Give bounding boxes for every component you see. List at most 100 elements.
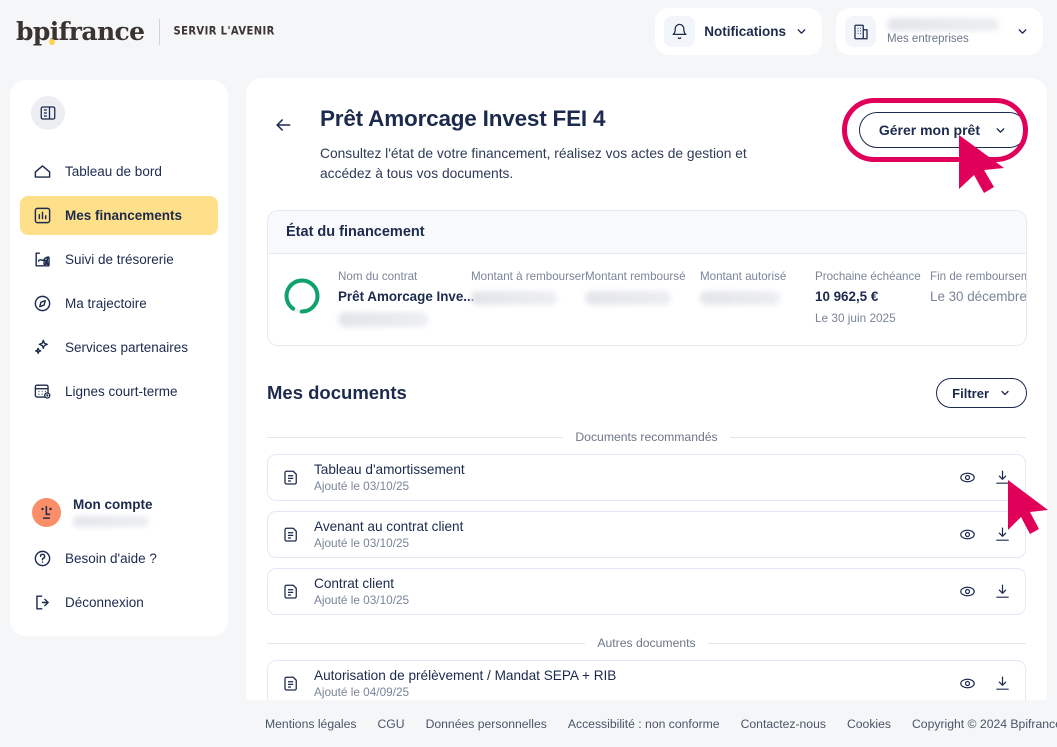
sidebar-item-lignes-court-terme[interactable]: Lignes court-terme: [20, 372, 218, 411]
document-date: Ajouté le 03/10/25: [314, 479, 410, 493]
footer-link-accessibilite[interactable]: Accessibilité : non conforme: [567, 716, 720, 731]
document-date: Ajouté le 03/10/25: [314, 593, 410, 607]
financing-col-value: Prêt Amorcage Inve...: [338, 289, 475, 304]
footer: Mentions légales CGU Données personnelle…: [246, 700, 1057, 747]
bpifrance-logo: bpifrance: [16, 17, 145, 46]
divider-line: [707, 642, 1027, 644]
sidebar-item-label: Tableau de bord: [65, 164, 162, 179]
table-row[interactable]: Contrat client Ajouté le 03/10/25: [267, 568, 1026, 615]
footer-link-donnees-personnelles[interactable]: Données personnelles: [425, 716, 547, 731]
sidebar-item-label: Déconnexion: [65, 594, 144, 610]
sidebar-item-ma-trajectoire[interactable]: Ma trajectoire: [20, 284, 218, 323]
documents-group-divider: Autres documents: [267, 636, 1027, 650]
financing-col-value: Le 30 décembre 2025: [930, 289, 1027, 304]
home-icon: [32, 162, 52, 182]
download-icon[interactable]: [994, 469, 1011, 486]
documents-group-divider: Documents recommandés: [267, 430, 1026, 444]
table-row[interactable]: Tableau d'amortissement Ajouté le 03/10/…: [267, 454, 1026, 501]
page-header: Prêt Amorcage Invest FEI 4 Consultez l'é…: [246, 78, 1047, 184]
table-row[interactable]: Autorisation de prélèvement / Mandat SEP…: [267, 660, 1026, 700]
building-icon: [845, 16, 876, 47]
documents-header: Mes documents Filtrer: [267, 378, 1027, 408]
sidebar-nav: Tableau de bord Mes financements: [20, 152, 218, 411]
download-icon[interactable]: [994, 526, 1011, 543]
sidebar-item-besoin-daide[interactable]: Besoin d'aide ?: [20, 538, 218, 578]
sidebar-item-services-partenaires[interactable]: Services partenaires: [20, 328, 218, 367]
financing-col-montant-rembourse: Montant remboursé: [569, 270, 686, 305]
financing-col-value-masked: [471, 291, 557, 305]
sidebar-item-label: Suivi de trésorerie: [65, 252, 174, 267]
financing-card-title: État du financement: [268, 211, 1026, 254]
account-text: Mon compte: [73, 497, 153, 527]
divider-line: [729, 436, 1026, 438]
sidebar-toggle-button[interactable]: [31, 96, 65, 130]
sidebar-item-label: Mes financements: [65, 208, 183, 223]
page-header-text: Prêt Amorcage Invest FEI 4 Consultez l'é…: [320, 106, 859, 184]
chevron-down-icon: [1016, 25, 1029, 38]
financing-col-label: Fin de remboursement: [930, 270, 1026, 283]
company-selector[interactable]: Mes entreprises: [836, 8, 1043, 55]
sidebar-item-label: Lignes court-terme: [65, 384, 178, 399]
logo-dot: [49, 39, 55, 45]
treasury-icon: [32, 250, 52, 270]
sidebar-footer: Mon compte Besoin d'aide ? Déconnexion: [20, 490, 218, 622]
table-row[interactable]: Avenant au contrat client Ajouté le 03/1…: [267, 511, 1026, 558]
filter-button[interactable]: Filtrer: [936, 378, 1027, 408]
sidebar-item-deconnexion[interactable]: Déconnexion: [20, 582, 218, 622]
chevron-down-icon: [1001, 390, 1009, 396]
document-actions: [959, 583, 1011, 600]
download-icon[interactable]: [994, 675, 1011, 692]
download-icon[interactable]: [994, 583, 1011, 600]
document-text: Contrat client Ajouté le 03/10/25: [314, 576, 959, 607]
top-bar-actions: Notifications Mes entreprises: [655, 8, 1043, 55]
document-actions: [959, 469, 1011, 486]
chart-bars-icon: [32, 206, 52, 226]
document-icon: [282, 675, 301, 693]
top-bar: bpifrance SERVIR L'AVENIR Notifications: [0, 0, 1057, 63]
financing-col-label: Montant remboursé: [585, 270, 686, 283]
filter-label: Filtrer: [952, 385, 989, 401]
manage-loan-wrapper: Gérer mon prêt: [841, 98, 1028, 184]
eye-icon[interactable]: [959, 526, 976, 543]
compass-icon: [32, 294, 52, 314]
brand[interactable]: bpifrance SERVIR L'AVENIR: [16, 17, 275, 46]
document-name: Avenant au contrat client: [314, 519, 464, 534]
notifications-button[interactable]: Notifications: [655, 8, 822, 55]
sidebar-item-label: Besoin d'aide ?: [65, 550, 157, 566]
financing-col-label: Nom du contrat: [338, 270, 418, 283]
footer-link-contactez-nous[interactable]: Contactez-nous: [740, 716, 826, 731]
brand-divider: [158, 18, 160, 45]
sidebar-item-tableau-de-bord[interactable]: Tableau de bord: [20, 152, 218, 191]
sidebar-item-mes-financements[interactable]: Mes financements: [20, 196, 218, 235]
company-name-masked: [887, 18, 999, 31]
financing-col-prochaine-echeance: Prochaine échéance 10 962,5 € Le 30 juin…: [799, 270, 921, 325]
eye-icon[interactable]: [959, 675, 976, 692]
eye-icon[interactable]: [959, 583, 976, 600]
financing-col-sub-masked: [338, 312, 428, 327]
notifications-label: Notifications: [704, 24, 786, 39]
financing-col-label: Montant autorisé: [700, 270, 787, 283]
document-icon: [282, 526, 301, 544]
chevron-down-icon: [795, 25, 808, 38]
company-sublabel: Mes entreprises: [887, 33, 969, 45]
document-icon: [282, 583, 301, 601]
divider-label: Autres documents: [597, 636, 696, 650]
sidebar-item-suivi-de-tresorerie[interactable]: Suivi de trésorerie: [20, 240, 218, 279]
manage-loan-button[interactable]: Gérer mon prêt: [858, 112, 1027, 148]
divider-label: Documents recommandés: [575, 430, 718, 444]
back-button[interactable]: [268, 110, 298, 140]
footer-link-cgu[interactable]: CGU: [377, 716, 405, 731]
financing-col-fin-de-remboursement: Fin de remboursement Le 30 décembre 2025: [914, 270, 1027, 304]
sidebar: Tableau de bord Mes financements: [10, 80, 228, 636]
financing-col-sub: Le 30 juin 2025: [815, 311, 896, 325]
sidebar-item-mon-compte[interactable]: Mon compte: [20, 490, 218, 534]
chevron-down-icon: [996, 127, 1005, 133]
divider-line: [267, 436, 564, 438]
eye-icon[interactable]: [959, 469, 976, 486]
footer-link-cookies[interactable]: Cookies: [846, 716, 891, 731]
financing-col-label: Montant à rembourser: [471, 270, 586, 283]
footer-link-mentions-legales[interactable]: Mentions légales: [265, 716, 357, 731]
financing-col-value: 10 962,5 €: [815, 289, 879, 304]
document-date: Ajouté le 03/10/25: [314, 536, 410, 550]
